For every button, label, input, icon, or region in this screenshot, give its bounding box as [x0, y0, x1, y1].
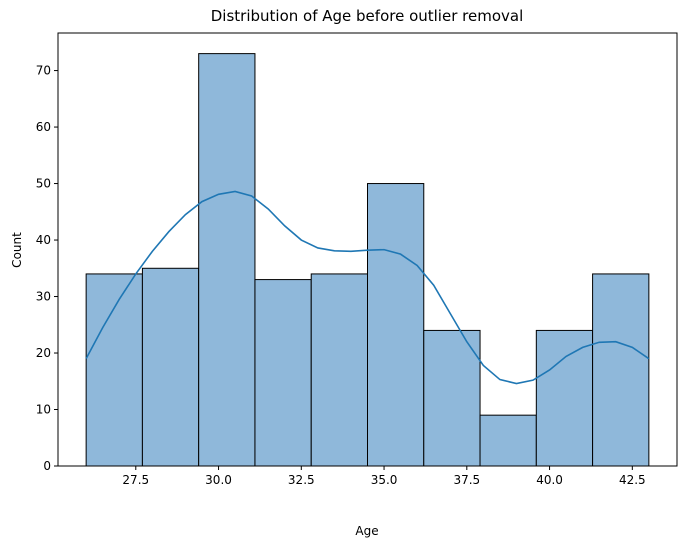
x-tick-label: 30.0: [205, 473, 232, 487]
histogram-bar: [367, 183, 425, 467]
y-tick-label: 60: [36, 120, 51, 134]
kde-line: [85, 190, 650, 385]
bars-group: [85, 53, 650, 467]
x-tick-label: 37.5: [453, 473, 480, 487]
y-tick-label: 0: [43, 459, 51, 473]
x-axis-label: Age: [355, 524, 378, 538]
histogram-bar: [423, 329, 481, 467]
histogram-bar: [198, 53, 256, 467]
x-tick-label: 42.5: [619, 473, 646, 487]
histogram-bar: [141, 267, 200, 467]
y-tick-label: 50: [36, 177, 51, 191]
histogram-bar: [592, 273, 650, 467]
y-tick-label: 70: [36, 64, 51, 78]
x-tick-label: 35.0: [371, 473, 398, 487]
plot-frame: [57, 32, 678, 467]
y-axis-ticks: 0 10 20 30 40 50 60 70: [36, 64, 58, 473]
y-tick-label: 40: [36, 233, 51, 247]
histogram-bar: [310, 273, 368, 467]
histogram-bar: [479, 414, 537, 467]
x-tick-label: 32.5: [288, 473, 315, 487]
chart-title: Distribution of Age before outlier remov…: [211, 7, 523, 25]
y-tick-label: 10: [36, 403, 51, 417]
x-tick-label: 40.0: [536, 473, 563, 487]
x-tick-label: 27.5: [122, 473, 149, 487]
histogram-bar: [85, 273, 143, 467]
x-axis-ticks: 27.5 30.0 32.5 35.0 37.5 40.0 42.5: [122, 466, 646, 487]
histogram-bar: [254, 279, 312, 467]
y-tick-label: 20: [36, 346, 51, 360]
y-tick-label: 30: [36, 290, 51, 304]
histogram-bar: [535, 329, 594, 467]
y-axis-label: Count: [10, 232, 24, 268]
